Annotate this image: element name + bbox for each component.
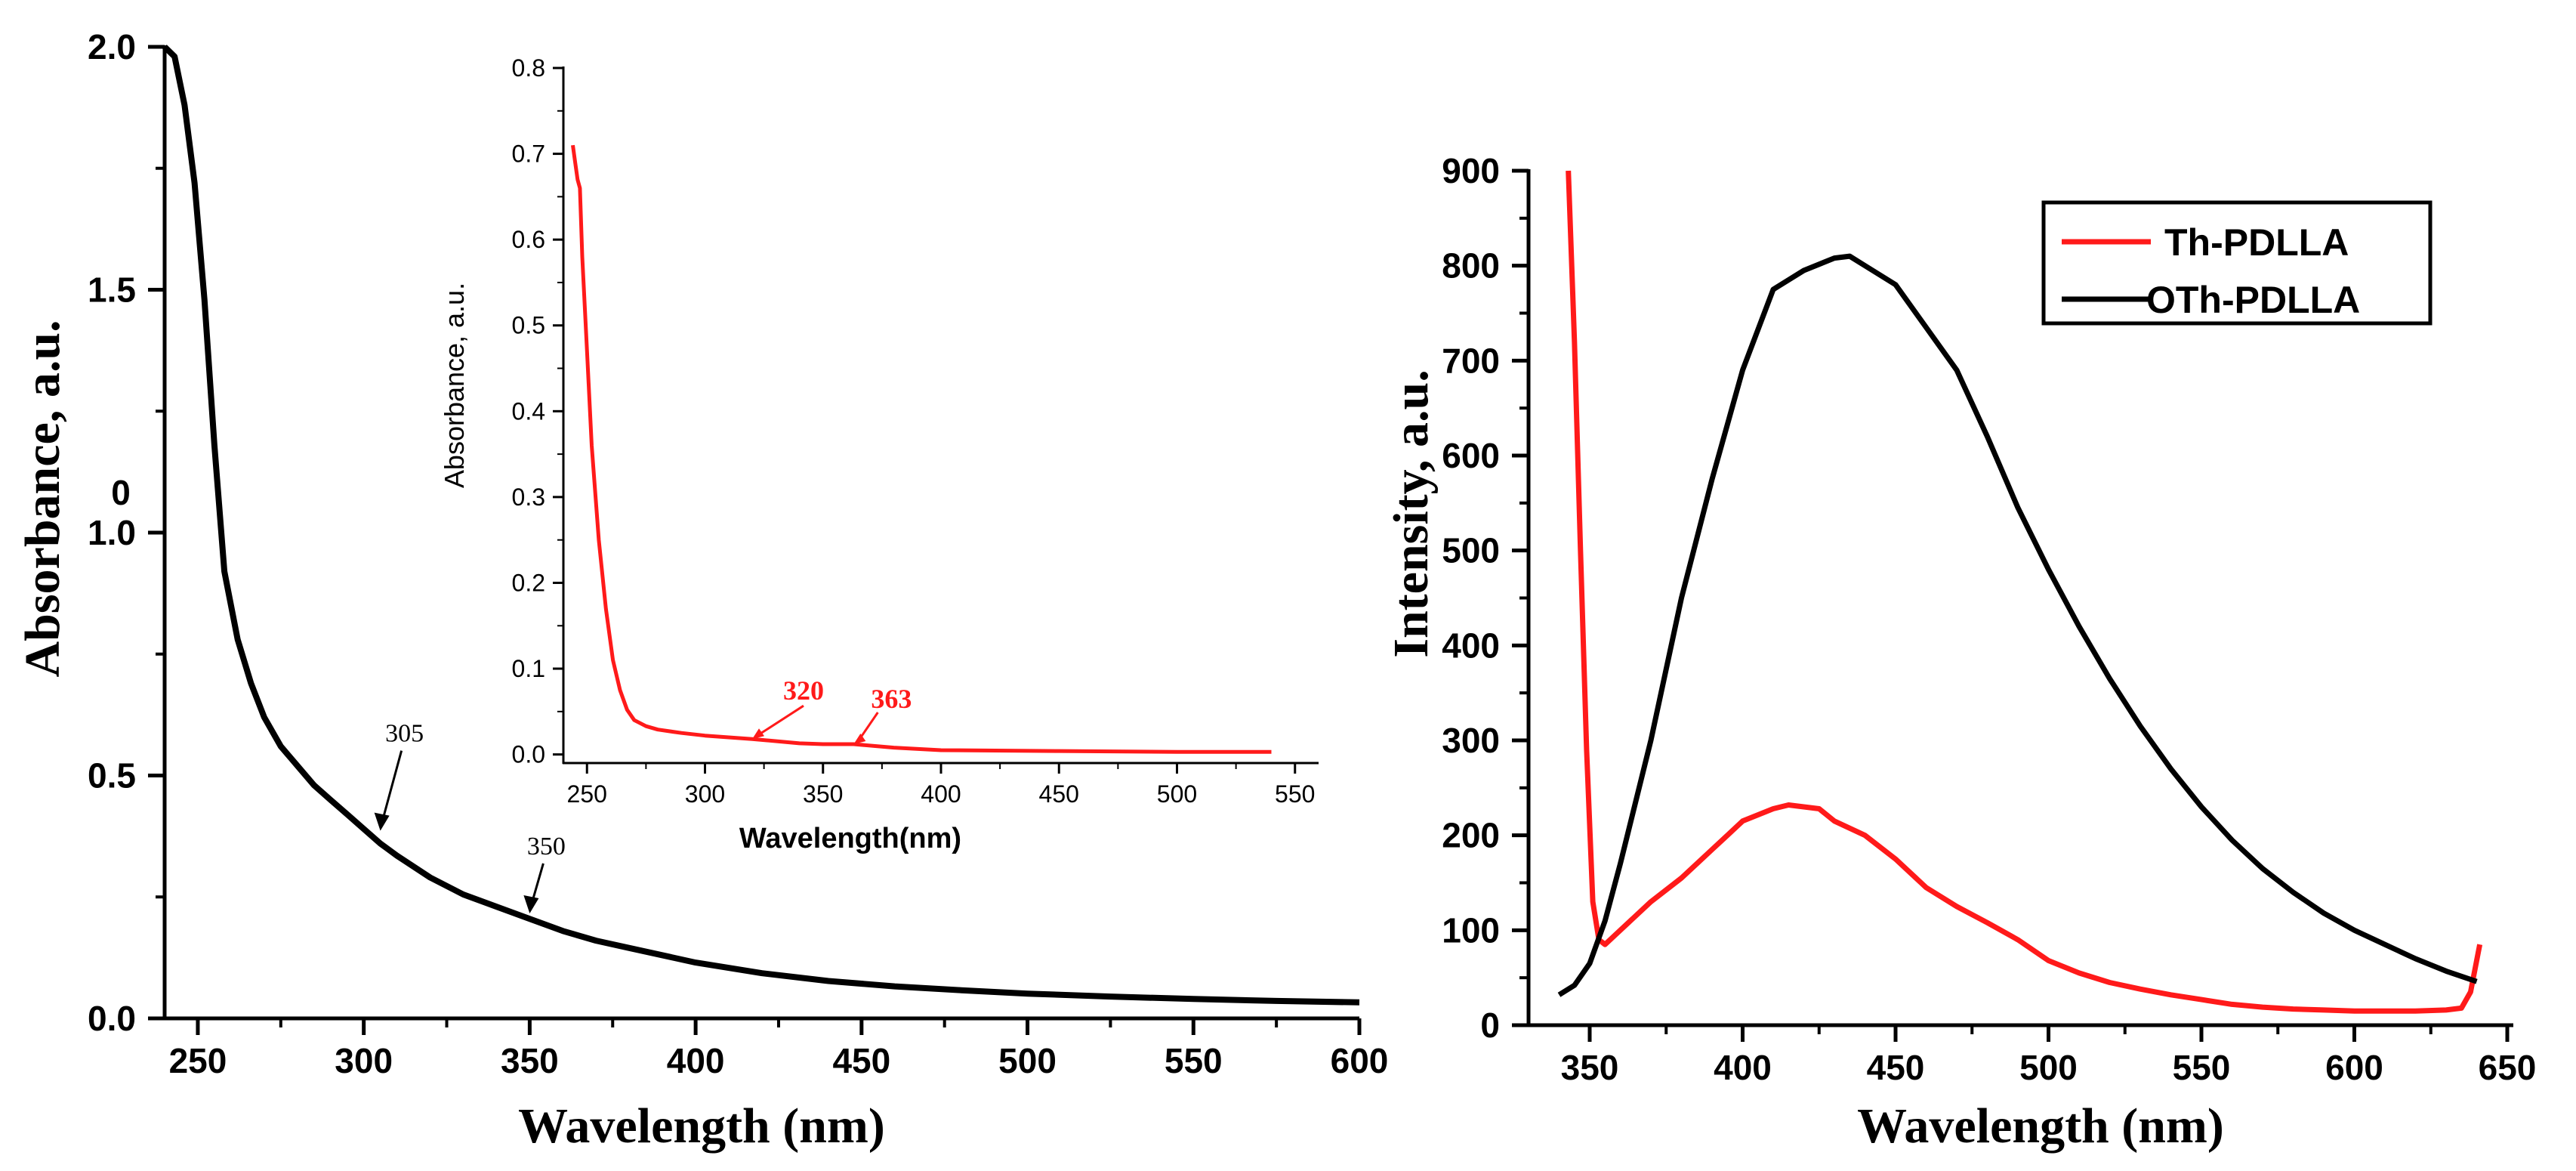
inset-y-tick-label: 0.5 [512, 312, 545, 339]
absorbance-inset-chart: 250 300 350 400 450 500 550 0.0 0.1 0.2 0.3 0.4 0.5 0… [439, 54, 1319, 854]
inset-x-tick-label: 450 [1039, 780, 1079, 808]
inset-y-tick-label: 0.2 [512, 569, 545, 596]
inset-y-tick-label: 0.8 [512, 54, 545, 82]
y-tick-label: 1.0 [88, 513, 136, 552]
y-tick-label: 2.0 [88, 27, 136, 66]
y-tick-label: 700 [1442, 341, 1500, 380]
x-tick-label: 600 [2325, 1048, 2383, 1087]
y-tick-label: 0.5 [88, 756, 136, 796]
annotation-arrow-head [374, 812, 390, 831]
annotation-arrow-shaft [381, 750, 403, 821]
x-tick-label: 550 [1165, 1041, 1223, 1080]
fluorescence-chart: 350 400 450 500 550 600 650 0 100 200 300 400 500 600… [1384, 151, 2536, 1154]
inset-absorbance-line [571, 144, 1272, 754]
y-tick-label: 400 [1442, 626, 1500, 665]
x-tick-label: 250 [169, 1041, 227, 1080]
legend: Th-PDLLA OTh-PDLLA [2041, 200, 2433, 326]
inset-annotation-arrow-shaft [756, 704, 804, 737]
x-tick-label: 350 [501, 1041, 559, 1080]
annotation-arrow-head [523, 894, 539, 913]
x-tick-label: 650 [2479, 1048, 2537, 1087]
inset-y-tick-label: 0.1 [512, 655, 545, 682]
y-tick-label: 300 [1442, 721, 1500, 760]
inset-annotation-label: 363 [871, 684, 912, 714]
annotation-label: 305 [385, 720, 424, 748]
x-tick-label: 500 [2019, 1048, 2078, 1087]
inset-y-tick-label: 0.4 [512, 397, 545, 425]
annotation-label: 350 [527, 833, 566, 860]
absorbance-chart: 250 300 350 400 450 500 550 600 0.0 0.5 1.0 1.5 2.0 0… [15, 27, 1388, 1154]
inset-annotation-arrow-head [853, 734, 866, 745]
y-axis-title: Absorbance, a.u. [15, 320, 70, 677]
legend-box [2041, 200, 2433, 326]
x-tick-label: 500 [998, 1041, 1057, 1080]
inset-y-tick-label: 0.0 [512, 741, 545, 768]
x-tick-label: 550 [2173, 1048, 2231, 1087]
oth-pdlla-line [1557, 253, 2478, 997]
x-tick-label: 400 [1714, 1048, 1772, 1087]
y-tick-label: 600 [1442, 436, 1500, 475]
y-tick-label: 1.5 [88, 270, 136, 310]
y-tick-label: 200 [1442, 816, 1500, 855]
inset-x-axis-title: Wavelength(nm) [739, 823, 961, 854]
inset-x-tick-label: 350 [803, 780, 843, 808]
inset-x-tick-label: 550 [1275, 780, 1315, 808]
inset-y-axis-title: Absorbance, a.u. [439, 283, 470, 488]
annotation-arrow-shaft [530, 863, 545, 904]
inset-y-tick-label: 0.6 [512, 226, 545, 253]
y-axis-title: Intensity, a.u. [1384, 369, 1439, 657]
x-tick-label: 300 [335, 1041, 393, 1080]
inset-y-tick-label: 0.7 [512, 141, 545, 168]
x-axis-title: Wavelength (nm) [1857, 1098, 2224, 1154]
inset-x-tick-label: 500 [1157, 780, 1197, 808]
th-pdlla-line [1566, 170, 2483, 1014]
y-tick-label: 500 [1442, 531, 1500, 570]
x-tick-label: 400 [667, 1041, 725, 1080]
x-tick-label: 600 [1331, 1041, 1389, 1080]
x-tick-label: 450 [1867, 1048, 1925, 1087]
y-tick-label: 0 [1480, 1006, 1500, 1045]
x-axis-title: Wavelength (nm) [518, 1098, 885, 1154]
stray-label: 0 [111, 473, 131, 512]
inset-x-tick-label: 400 [921, 780, 961, 808]
inset-x-tick-label: 300 [685, 780, 725, 808]
y-tick-label: 100 [1442, 910, 1500, 950]
y-tick-label: 0.0 [88, 999, 136, 1038]
y-tick-label: 800 [1442, 246, 1500, 286]
x-tick-label: 450 [832, 1041, 890, 1080]
legend-label: Th-PDLLA [2164, 221, 2349, 264]
legend-label: OTh-PDLLA [2146, 279, 2360, 321]
inset-annotation-label: 320 [783, 675, 824, 706]
inset-annotation-arrow-head [752, 728, 764, 740]
absorbance-line [162, 45, 1360, 1006]
y-tick-label: 900 [1442, 151, 1500, 190]
x-tick-label: 350 [1561, 1048, 1619, 1087]
inset-x-tick-label: 250 [567, 780, 607, 808]
inset-y-tick-label: 0.3 [512, 484, 545, 511]
